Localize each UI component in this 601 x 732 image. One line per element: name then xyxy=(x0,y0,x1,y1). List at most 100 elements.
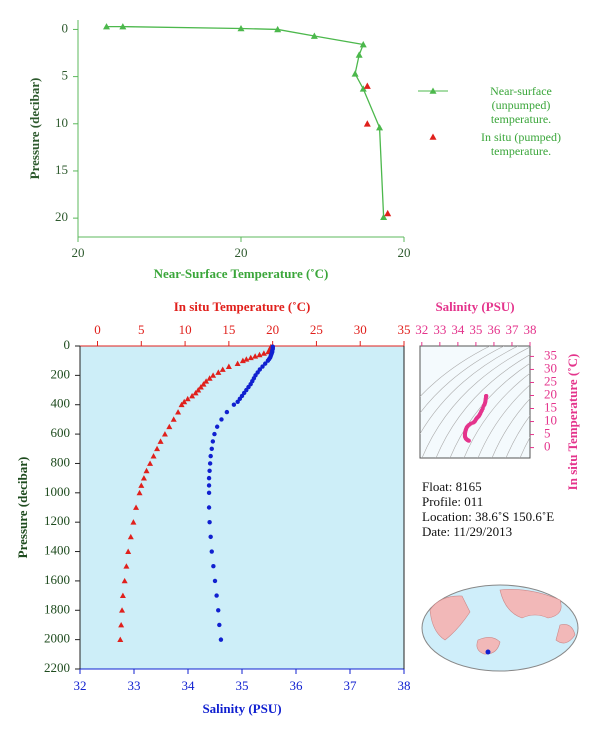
y-tick-label: 35 xyxy=(544,347,557,362)
data-point xyxy=(192,389,199,396)
data-point xyxy=(243,356,250,362)
x2-tick-label: 30 xyxy=(354,322,367,337)
data-point xyxy=(256,351,263,358)
data-point xyxy=(166,423,173,430)
x-tick-label: 20 xyxy=(398,245,411,260)
data-point xyxy=(206,505,212,510)
data-point xyxy=(214,424,220,429)
data-point xyxy=(359,85,367,92)
data-point xyxy=(121,577,128,584)
legend-label: Near-surface (unpumped) temperature. xyxy=(490,84,552,126)
y-tick-label: 20 xyxy=(544,386,557,401)
data-point xyxy=(263,361,268,366)
legend-key xyxy=(429,133,437,140)
data-point xyxy=(133,504,140,510)
x-tick-label: 37 xyxy=(505,322,519,337)
contour xyxy=(519,436,530,458)
data-point xyxy=(161,431,168,437)
data-point xyxy=(119,592,126,598)
y-tick-label: 1000 xyxy=(44,484,70,499)
float-info: Profile: 011 xyxy=(422,494,483,509)
data-point xyxy=(138,482,145,488)
y-tick-label: 1600 xyxy=(44,572,70,587)
x-tick-label: 33 xyxy=(128,678,141,693)
legend-key xyxy=(418,87,448,94)
x-tick-label: 32 xyxy=(415,322,428,337)
data-point xyxy=(207,468,212,473)
y-tick-label: 20 xyxy=(55,209,68,224)
y-tick-label: 2200 xyxy=(44,660,70,675)
x-axis-title: Salinity (PSU) xyxy=(435,299,514,314)
data-point xyxy=(119,607,126,613)
x-tick-label: 35 xyxy=(236,678,249,693)
data-point xyxy=(231,402,237,407)
y-tick-label: 1200 xyxy=(44,513,70,528)
data-point xyxy=(203,378,210,384)
data-point xyxy=(219,417,224,422)
y-tick-label: 200 xyxy=(51,366,71,381)
y-tick-label: 10 xyxy=(544,413,557,428)
data-point xyxy=(206,483,212,488)
data-point xyxy=(103,23,111,30)
contour xyxy=(421,346,530,458)
x2-axis-title: In situ Temperature (˚C) xyxy=(174,299,311,314)
contour xyxy=(491,398,530,458)
x-tick-label: 35 xyxy=(469,322,482,337)
data-point xyxy=(150,453,157,459)
x-axis-title: Near-Surface Temperature (˚C) xyxy=(154,266,329,281)
x-tick-label: 34 xyxy=(182,678,196,693)
float-info: Float: 8165 xyxy=(422,479,482,494)
y-tick-label: 1800 xyxy=(44,601,70,616)
contour xyxy=(435,354,530,458)
data-point xyxy=(210,439,216,444)
y-tick-label: 400 xyxy=(51,396,71,411)
data-point xyxy=(363,120,371,127)
data-point xyxy=(217,622,222,628)
data-point xyxy=(154,445,161,452)
data-point xyxy=(170,416,177,422)
x-tick-label: 38 xyxy=(524,322,537,337)
data-point xyxy=(235,399,240,404)
x-tick-label: 37 xyxy=(344,678,358,693)
data-point xyxy=(260,350,267,356)
y-tick-label: 10 xyxy=(55,115,68,130)
y-tick-label: 0 xyxy=(544,439,551,454)
data-point xyxy=(225,363,232,369)
data-point xyxy=(127,533,134,540)
data-point xyxy=(310,32,318,39)
data-point xyxy=(136,489,143,496)
data-point xyxy=(178,401,185,408)
x-tick-label: 36 xyxy=(290,678,304,693)
data-point xyxy=(215,369,222,375)
data-point xyxy=(123,563,130,569)
data-point xyxy=(209,446,214,451)
contour xyxy=(463,372,530,458)
y-axis-title: Pressure (decibar) xyxy=(15,457,30,559)
x-tick-label: 38 xyxy=(398,678,411,693)
x2-tick-label: 35 xyxy=(398,322,411,337)
y-tick-label: 5 xyxy=(62,68,69,83)
float-info: Location: 38.6˚S 150.6˚E xyxy=(422,509,554,524)
legend: Near-surface (unpumped) temperature. In s… xyxy=(418,84,588,162)
x2-tick-label: 20 xyxy=(266,322,279,337)
data-point xyxy=(175,409,182,415)
data-point xyxy=(130,519,137,525)
x2-tick-label: 0 xyxy=(94,322,101,337)
data-point xyxy=(239,357,246,364)
data-point xyxy=(363,82,371,89)
data-point xyxy=(200,381,207,387)
data-point xyxy=(211,564,216,569)
data-point xyxy=(212,431,217,437)
data-point xyxy=(212,578,218,584)
y-tick-label: 600 xyxy=(51,425,71,440)
data-point xyxy=(265,358,271,363)
y-tick-label: 1400 xyxy=(44,543,70,558)
y-tick-label: 2000 xyxy=(44,631,70,646)
y-tick-label: 0 xyxy=(64,337,71,352)
data-point xyxy=(206,375,213,381)
x2-tick-label: 25 xyxy=(310,322,323,337)
legend-entry: In situ (pumped) temperature. xyxy=(418,130,588,158)
data-point xyxy=(210,372,217,378)
x-tick-label: 33 xyxy=(433,322,446,337)
